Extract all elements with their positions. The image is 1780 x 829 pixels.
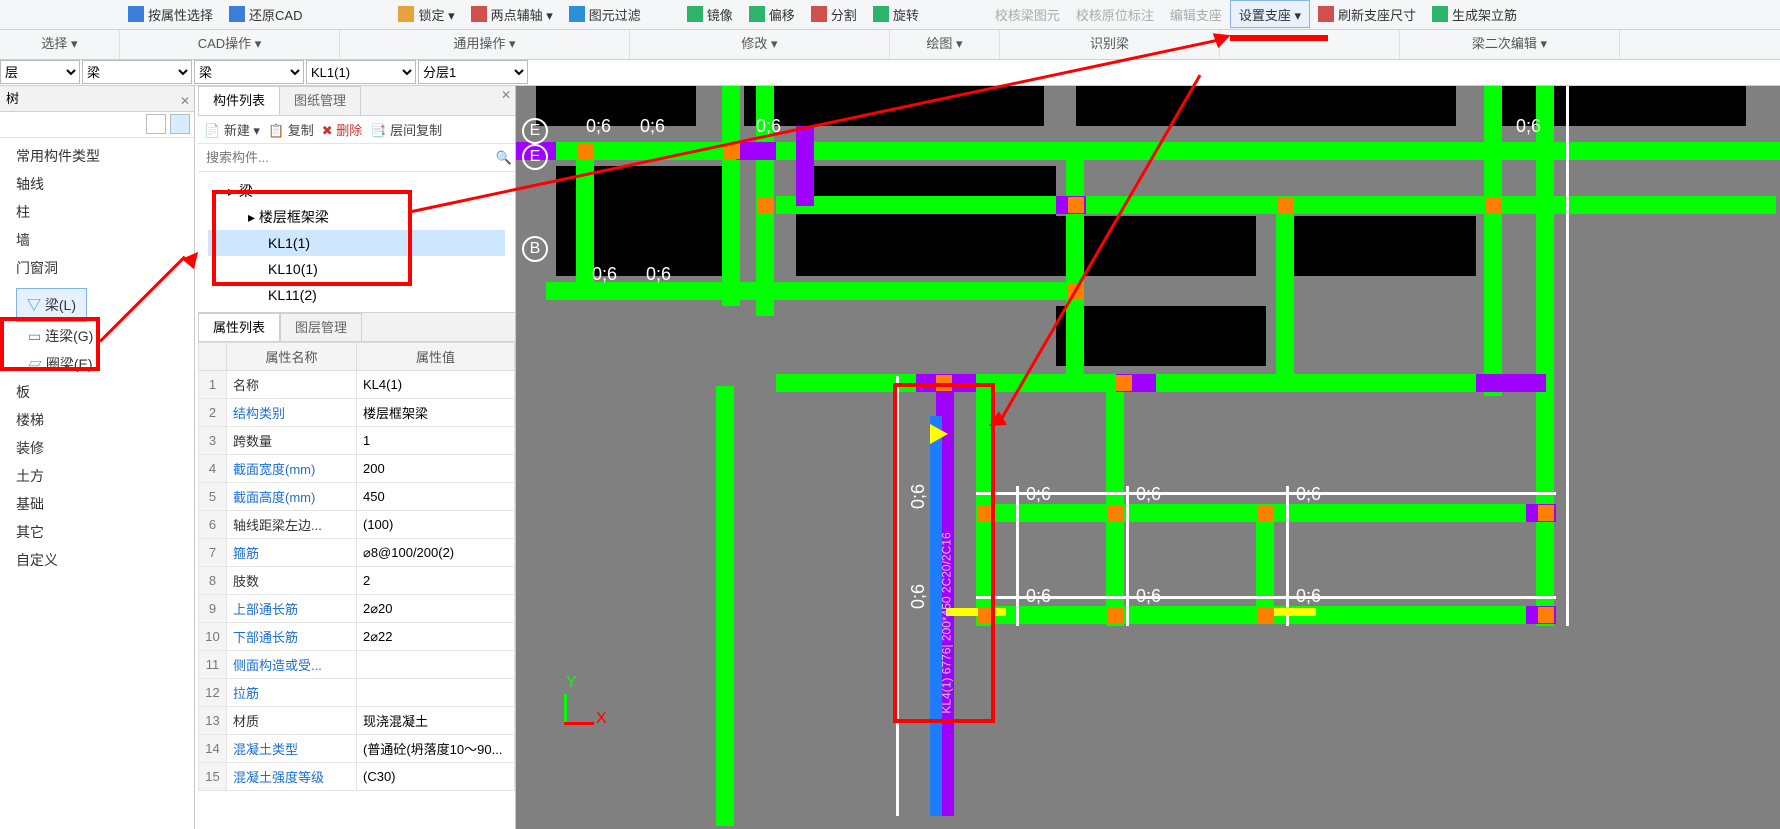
btn-mirror[interactable]: 镜像 (679, 0, 741, 28)
prop-row[interactable]: 12拉筋 (199, 679, 515, 707)
btn-delete[interactable]: ✖ 删除 (322, 120, 363, 139)
prop-row[interactable]: 7箍筋⌀8@100/200(2) (199, 539, 515, 567)
axis-ring-e2: E (522, 144, 548, 170)
grp-cad[interactable]: CAD操作 ▾ (120, 30, 340, 59)
sel-comp[interactable]: KL1(1) (306, 60, 416, 84)
btn-rotate[interactable]: 旋转 (865, 0, 927, 28)
annot-box-comp (212, 190, 412, 286)
dropdown-row: 层 梁 梁 KL1(1) 分层1 (0, 60, 1780, 86)
prop-row[interactable]: 9上部通长筋2⌀20 (199, 595, 515, 623)
tree-header: 树 ✕ (0, 86, 194, 112)
close-icon[interactable]: ✕ (501, 88, 511, 102)
annot-box-canvas (893, 383, 995, 723)
prop-row[interactable]: 10下部通长筋2⌀22 (199, 623, 515, 651)
tab-drawing-mgr[interactable]: 图纸管理 (279, 86, 361, 115)
prop-row[interactable]: 5截面高度(mm)450 (199, 483, 515, 511)
grp-draw[interactable]: 绘图 ▾ (890, 30, 1000, 59)
search-input[interactable] (198, 150, 493, 165)
btn-refresh-support[interactable]: 刷新支座尺寸 (1310, 0, 1424, 28)
prop-row[interactable]: 13材质现浇混凝土 (199, 707, 515, 735)
tree-item[interactable]: 墙 (6, 226, 188, 254)
tree-section: 常用构件类型 (6, 142, 188, 170)
search-icon[interactable]: 🔍 (493, 150, 515, 166)
comp-search: 🔍 (198, 144, 515, 172)
btn-check-pos[interactable]: 校核原位标注 (1068, 0, 1162, 28)
grp-select[interactable]: 选择 ▾ (0, 30, 120, 59)
tree-item[interactable]: 楼梯 (6, 406, 188, 434)
btn-gen-stirrup[interactable]: 生成架立筋 (1424, 0, 1525, 28)
btn-split[interactable]: 分割 (803, 0, 865, 28)
tree-item[interactable]: 基础 (6, 490, 188, 518)
col-key: 属性名称 (227, 343, 357, 371)
prop-row[interactable]: 14混凝土类型(普通砼(坍落度10～90... (199, 735, 515, 763)
axis-x-label: X (596, 710, 607, 728)
ribbon-row: 按属性选择 还原CAD 锁定 ▾ 两点辅轴 ▾ 图元过滤 镜像 偏移 分割 旋转… (0, 0, 1780, 30)
btn-edit-support[interactable]: 编辑支座 (1162, 0, 1230, 28)
btn-new[interactable]: 📄 新建 ▾ (204, 120, 260, 139)
btn-filter[interactable]: 图元过滤 (561, 0, 649, 28)
sel-layer[interactable]: 分层1 (418, 60, 528, 84)
btn-interfloor-copy[interactable]: 📑 层间复制 (370, 120, 442, 139)
prop-row[interactable]: 8肢数2 (199, 567, 515, 595)
btn-set-support[interactable]: 设置支座 ▾ (1230, 0, 1310, 28)
col-val: 属性值 (357, 343, 515, 371)
prop-row[interactable]: 4截面宽度(mm)200 (199, 455, 515, 483)
prop-row[interactable]: 6轴线距梁左边...(100) (199, 511, 515, 539)
view-icon-2[interactable] (170, 114, 190, 134)
grp-common[interactable]: 通用操作 ▾ (340, 30, 630, 59)
axis-ring-e: E (522, 118, 548, 144)
tree-item[interactable]: 其它 (6, 518, 188, 546)
property-table: 属性名称属性值 1名称KL4(1)2结构类别楼层框架梁3跨数量14截面宽度(mm… (198, 342, 515, 791)
close-icon[interactable]: ✕ (180, 88, 190, 114)
tree-item[interactable]: 自定义 (6, 546, 188, 574)
prop-row[interactable]: 15混凝土强度等级(C30) (199, 763, 515, 791)
sel-floor[interactable]: 层 (0, 60, 80, 84)
prop-row[interactable]: 3跨数量1 (199, 427, 515, 455)
btn-two-point-axis[interactable]: 两点辅轴 ▾ (463, 0, 561, 28)
axis-ring-b: B (522, 236, 548, 262)
comp-toolbar: 📄 新建 ▾ 📋 复制 ✖ 删除 📑 层间复制 (198, 116, 515, 144)
grp-modify[interactable]: 修改 ▾ (630, 30, 890, 59)
prop-tabs: 属性列表 图层管理 (198, 312, 515, 342)
prop-row[interactable]: 11侧面构造或受... (199, 651, 515, 679)
axis-y-label: Y (566, 674, 577, 692)
tree-item[interactable]: 装修 (6, 434, 188, 462)
btn-select-by-prop[interactable]: 按属性选择 (120, 0, 221, 28)
btn-offset[interactable]: 偏移 (741, 0, 803, 28)
tab-prop-list[interactable]: 属性列表 (198, 313, 280, 341)
btn-lock[interactable]: 锁定 ▾ (390, 0, 462, 28)
left-tree-panel: 树 ✕ 常用构件类型 轴线 柱 墙 门窗洞 ▽ 梁(L) ▭ 连梁(G) ▱ 圈… (0, 86, 195, 829)
ribbon-group-labels: 选择 ▾ CAD操作 ▾ 通用操作 ▾ 修改 ▾ 绘图 ▾ 识别梁 梁二次编辑 … (0, 30, 1780, 60)
tree-item[interactable]: 柱 (6, 198, 188, 226)
grp-beam2[interactable]: 梁二次编辑 ▾ (1400, 30, 1620, 59)
drawing-canvas[interactable]: 0;6 0;6 0;6 0;6 0;6 0;6 0;6 0;6 0;6 0;6 … (516, 86, 1780, 829)
comp-tabs: 构件列表 图纸管理 (198, 86, 515, 116)
tree-item[interactable]: 土方 (6, 462, 188, 490)
btn-copy[interactable]: 📋 复制 (268, 120, 314, 139)
annot-box-tree (0, 317, 100, 371)
annot-underline (1230, 35, 1328, 41)
prop-row[interactable]: 2结构类别楼层框架梁 (199, 399, 515, 427)
tab-layer-mgr[interactable]: 图层管理 (280, 313, 362, 341)
tree-item[interactable]: 板 (6, 378, 188, 406)
btn-check-beam[interactable]: 校核梁图元 (987, 0, 1068, 28)
tree-item[interactable]: 轴线 (6, 170, 188, 198)
btn-restore-cad[interactable]: 还原CAD (221, 0, 310, 28)
sel-cat1[interactable]: 梁 (82, 60, 192, 84)
sel-cat2[interactable]: 梁 (194, 60, 304, 84)
view-icon-1[interactable] (146, 114, 166, 134)
tab-comp-list[interactable]: 构件列表 (198, 86, 280, 115)
tree-toolbar (0, 112, 194, 138)
prop-row[interactable]: 1名称KL4(1) (199, 371, 515, 399)
